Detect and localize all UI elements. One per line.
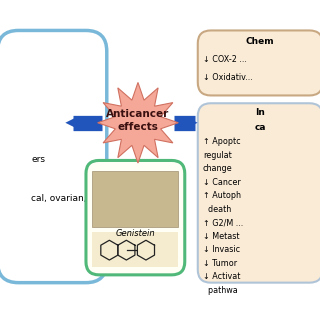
Text: ↑ G2/M ...: ↑ G2/M ... <box>203 218 243 227</box>
Text: regulat: regulat <box>203 151 232 160</box>
FancyBboxPatch shape <box>198 103 320 283</box>
Text: change: change <box>203 164 233 173</box>
Bar <box>92 171 178 227</box>
Text: In: In <box>255 108 265 117</box>
Text: Genistein: Genistein <box>116 229 155 238</box>
Text: ↑ Apoptc: ↑ Apoptc <box>203 137 241 146</box>
Text: ↓ Oxidativ...: ↓ Oxidativ... <box>203 73 253 82</box>
Text: ers: ers <box>31 155 45 164</box>
FancyBboxPatch shape <box>86 160 185 275</box>
Text: ↓ Invasic: ↓ Invasic <box>203 245 240 254</box>
Text: Anticancer
effects: Anticancer effects <box>106 109 170 132</box>
FancyBboxPatch shape <box>0 30 107 283</box>
Text: ↓ Metast: ↓ Metast <box>203 232 239 241</box>
Text: Chem: Chem <box>246 37 275 46</box>
Text: ↓ Tumor: ↓ Tumor <box>203 259 237 268</box>
Text: cal, ovarian,: cal, ovarian, <box>31 194 87 203</box>
Text: ↓ Cancer: ↓ Cancer <box>203 178 241 187</box>
Text: pathwa: pathwa <box>203 286 238 295</box>
Text: death: death <box>203 205 231 214</box>
Bar <box>92 232 178 267</box>
Text: ↓ Activat: ↓ Activat <box>203 272 240 281</box>
Polygon shape <box>98 83 178 163</box>
Text: ↑ Autoph: ↑ Autoph <box>203 191 241 200</box>
Text: ↓ COX-2 ...: ↓ COX-2 ... <box>203 55 247 64</box>
Text: ca: ca <box>254 123 266 132</box>
FancyBboxPatch shape <box>198 30 320 95</box>
